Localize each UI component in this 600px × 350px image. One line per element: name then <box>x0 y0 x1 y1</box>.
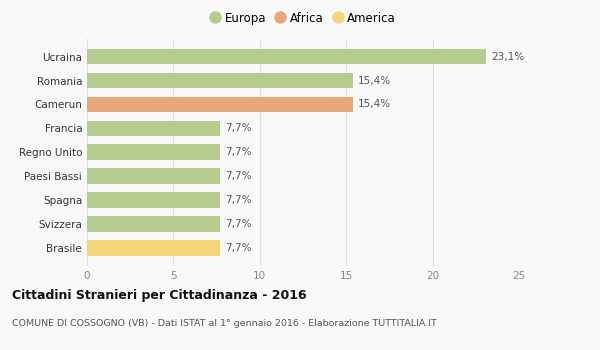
Text: 7,7%: 7,7% <box>225 123 252 133</box>
Bar <box>87 97 353 112</box>
Bar <box>87 49 486 64</box>
Bar <box>87 120 220 136</box>
Bar <box>87 145 220 160</box>
Text: 15,4%: 15,4% <box>358 76 391 85</box>
Text: COMUNE DI COSSOGNO (VB) - Dati ISTAT al 1° gennaio 2016 - Elaborazione TUTTITALI: COMUNE DI COSSOGNO (VB) - Dati ISTAT al … <box>12 318 437 328</box>
Bar <box>87 216 220 232</box>
Text: 7,7%: 7,7% <box>225 195 252 205</box>
Text: Cittadini Stranieri per Cittadinanza - 2016: Cittadini Stranieri per Cittadinanza - 2… <box>12 289 307 302</box>
Legend: Europa, Africa, America: Europa, Africa, America <box>207 8 399 28</box>
Text: 23,1%: 23,1% <box>491 51 524 62</box>
Text: 15,4%: 15,4% <box>358 99 391 110</box>
Text: 7,7%: 7,7% <box>225 219 252 229</box>
Text: 7,7%: 7,7% <box>225 243 252 253</box>
Text: 7,7%: 7,7% <box>225 171 252 181</box>
Bar <box>87 192 220 208</box>
Bar <box>87 73 353 88</box>
Bar <box>87 168 220 184</box>
Text: 7,7%: 7,7% <box>225 147 252 157</box>
Bar <box>87 240 220 256</box>
